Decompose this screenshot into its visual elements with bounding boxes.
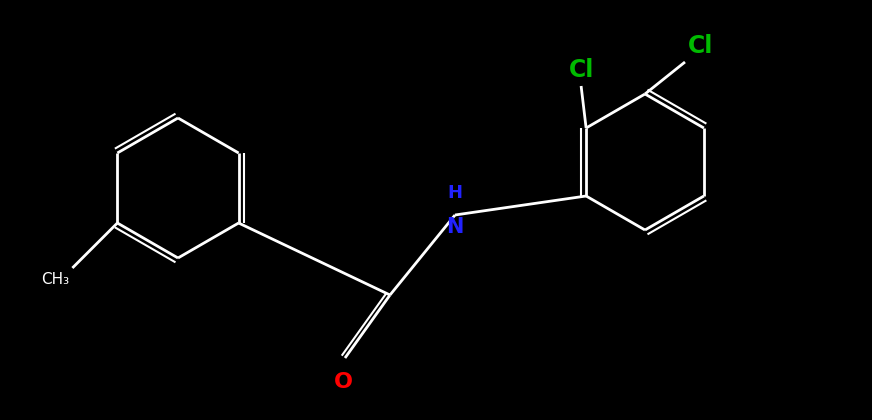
Text: N: N [446,217,464,237]
Text: Cl: Cl [688,34,713,58]
Text: Cl: Cl [569,58,594,82]
Text: H: H [447,184,462,202]
Text: O: O [333,372,352,392]
Text: CH₃: CH₃ [41,272,70,287]
